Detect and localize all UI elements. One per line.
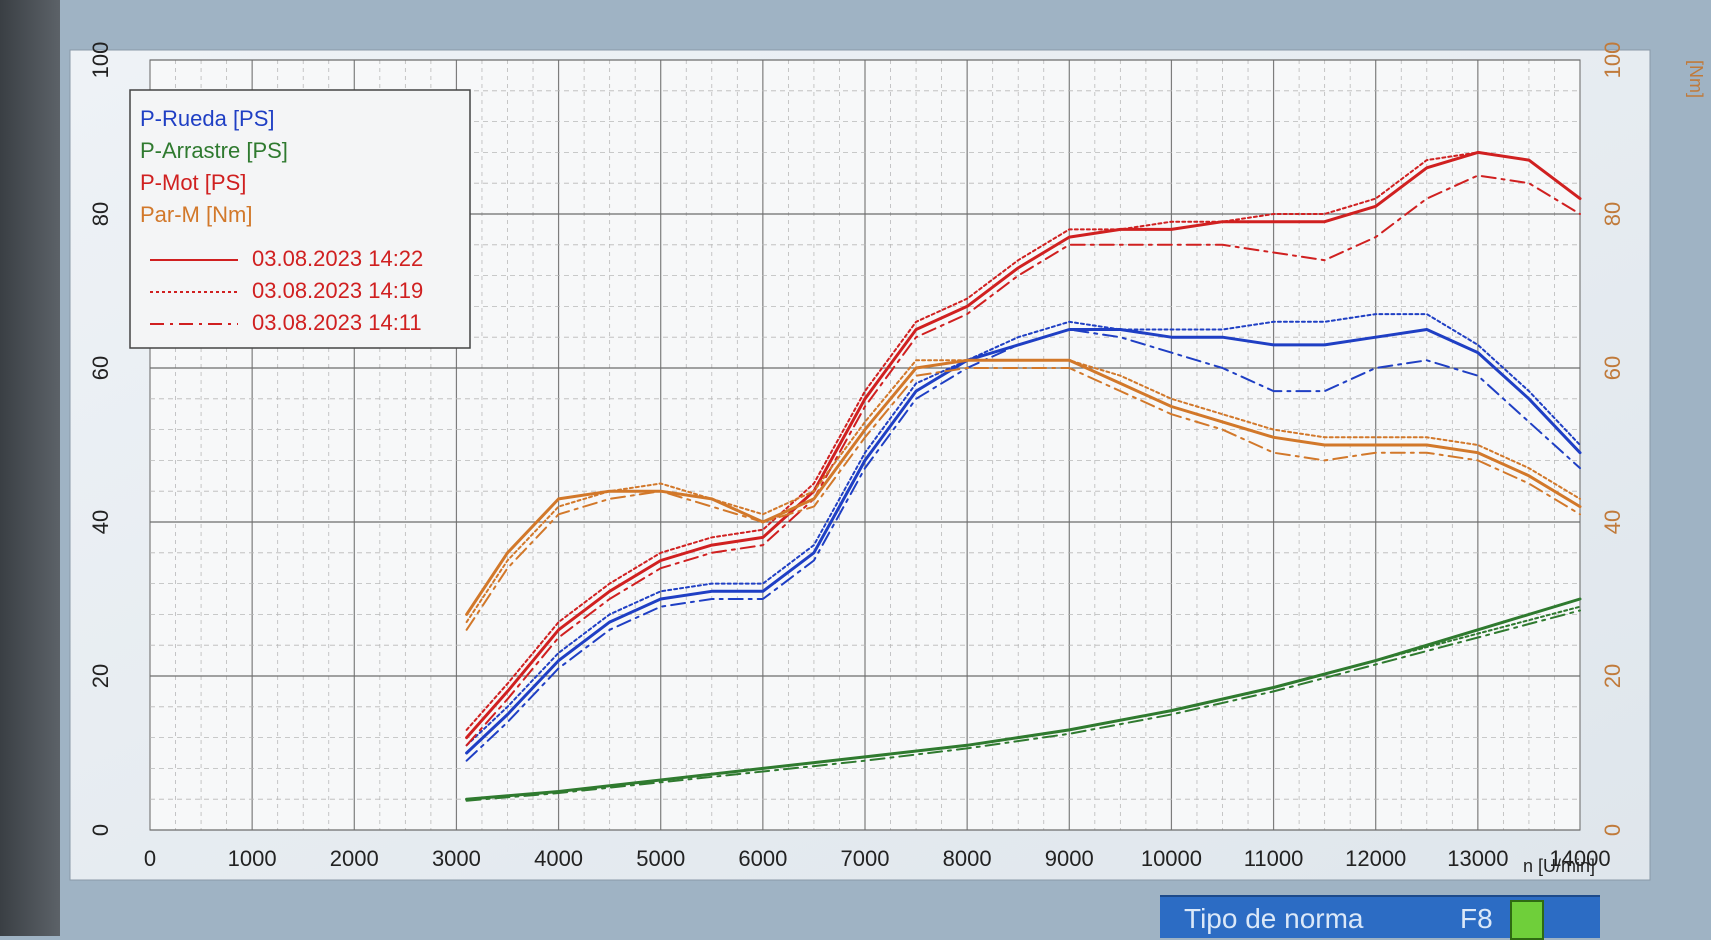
y-tick-label-right: 20	[1600, 664, 1625, 688]
y-tick-label-left: 20	[88, 664, 113, 688]
right-axis-unit: [Nm]	[1686, 60, 1706, 98]
y-tick-label-left: 60	[88, 356, 113, 380]
legend-channel-par: Par-M [Nm]	[140, 202, 252, 227]
legend-channel-arrastre: P-Arrastre [PS]	[140, 138, 288, 163]
plot-series	[465, 150, 1582, 802]
x-tick-label: 6000	[738, 846, 787, 871]
legend-run-2: 03.08.2023 14:19	[252, 278, 423, 303]
x-tick-label: 1000	[228, 846, 277, 871]
x-tick-label: 13000	[1447, 846, 1508, 871]
x-tick-label: 8000	[943, 846, 992, 871]
plot-axes: 0 1000 2000 3000 4000 5000 6000 7000 8000 9000 100…	[88, 42, 1625, 871]
legend-box	[129, 89, 471, 349]
standard-type-label: Tipo de norma	[1184, 903, 1364, 934]
y-tick-label-left: 100	[88, 42, 113, 79]
legend-channel-mot: P-Mot [PS]	[140, 170, 246, 195]
legend-run-1: 03.08.2023 14:22	[252, 246, 423, 271]
x-axis-label: n [U/min]	[1523, 856, 1595, 876]
y-tick-label-left: 40	[88, 510, 113, 534]
y-tick-label-right: 60	[1600, 356, 1625, 380]
series-line	[465, 313, 1581, 747]
legend-channel-rueda: P-Rueda [PS]	[140, 106, 275, 131]
monitor-bezel	[0, 0, 60, 936]
x-tick-label: 7000	[841, 846, 890, 871]
y-tick-label-left: 0	[88, 824, 113, 836]
x-tick-label: 9000	[1045, 846, 1094, 871]
x-tick-label: 10000	[1141, 846, 1202, 871]
x-tick-label: 2000	[330, 846, 379, 871]
x-tick-label: 14000	[1549, 846, 1610, 871]
x-tick-label: 11000	[1244, 846, 1304, 871]
series-line	[465, 328, 1581, 762]
x-tick-label: 4000	[534, 846, 583, 871]
status-indicator-light	[1510, 900, 1544, 940]
series-line	[465, 609, 1581, 802]
series-line	[465, 359, 1581, 624]
x-tick-label: 5000	[636, 846, 685, 871]
x-tick-label: 12000	[1345, 846, 1406, 871]
x-tick-label: 0	[144, 846, 156, 871]
x-tick-label: 3000	[432, 846, 481, 871]
series-line	[465, 150, 1582, 740]
y-tick-label-left: 80	[88, 202, 113, 226]
legend-run-3: 03.08.2023 14:11	[252, 310, 422, 335]
standard-type-key: F8	[1460, 903, 1493, 934]
series-line	[465, 367, 1581, 631]
y-tick-label-right: 40	[1600, 510, 1625, 534]
series-line	[465, 151, 1581, 731]
y-tick-label-right: 0	[1600, 824, 1625, 836]
chart-legend: P-Rueda [PS] P-Arrastre [PS] P-Mot [PS] …	[129, 89, 471, 349]
y-tick-label-right: 80	[1600, 202, 1625, 226]
series-line	[465, 605, 1581, 801]
y-tick-label-right: 100	[1600, 42, 1625, 79]
series-line	[465, 174, 1581, 747]
